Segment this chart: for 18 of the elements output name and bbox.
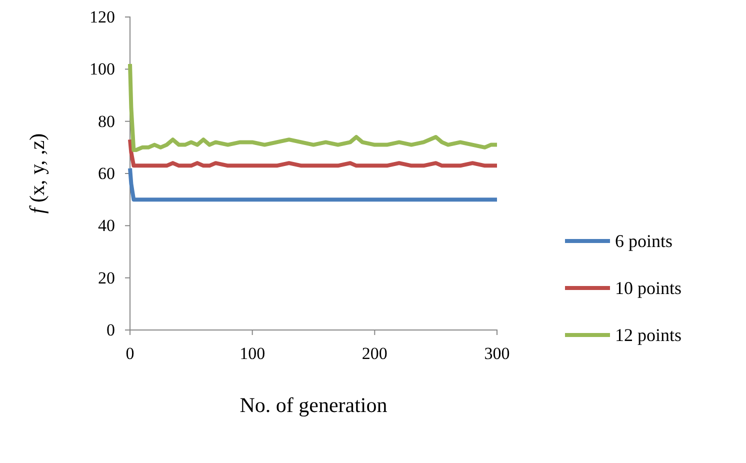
x-tick-label: 200: [362, 344, 388, 364]
x-tick-label: 0: [126, 344, 134, 364]
line-series: [128, 138, 499, 168]
y-tick-label: 20: [98, 268, 115, 288]
x-axis-title: No. of generation: [240, 393, 388, 417]
legend-label: 6 points: [615, 231, 673, 251]
y-tick-label: 0: [106, 320, 115, 340]
legend-label: 12 points: [615, 325, 682, 345]
y-axis-title: f (x, y, ,z): [25, 133, 49, 214]
y-tick-label: 40: [98, 216, 115, 236]
line-series: [128, 62, 499, 152]
y-tick-label: 120: [90, 7, 115, 26]
y-tick-label: 80: [98, 112, 115, 131]
y-tick-label: 100: [90, 60, 115, 79]
x-tick-label: 300: [484, 344, 510, 364]
legend-label: 10 points: [615, 278, 682, 298]
x-tick-label: 100: [240, 344, 266, 364]
y-tick-label: 60: [98, 164, 115, 183]
